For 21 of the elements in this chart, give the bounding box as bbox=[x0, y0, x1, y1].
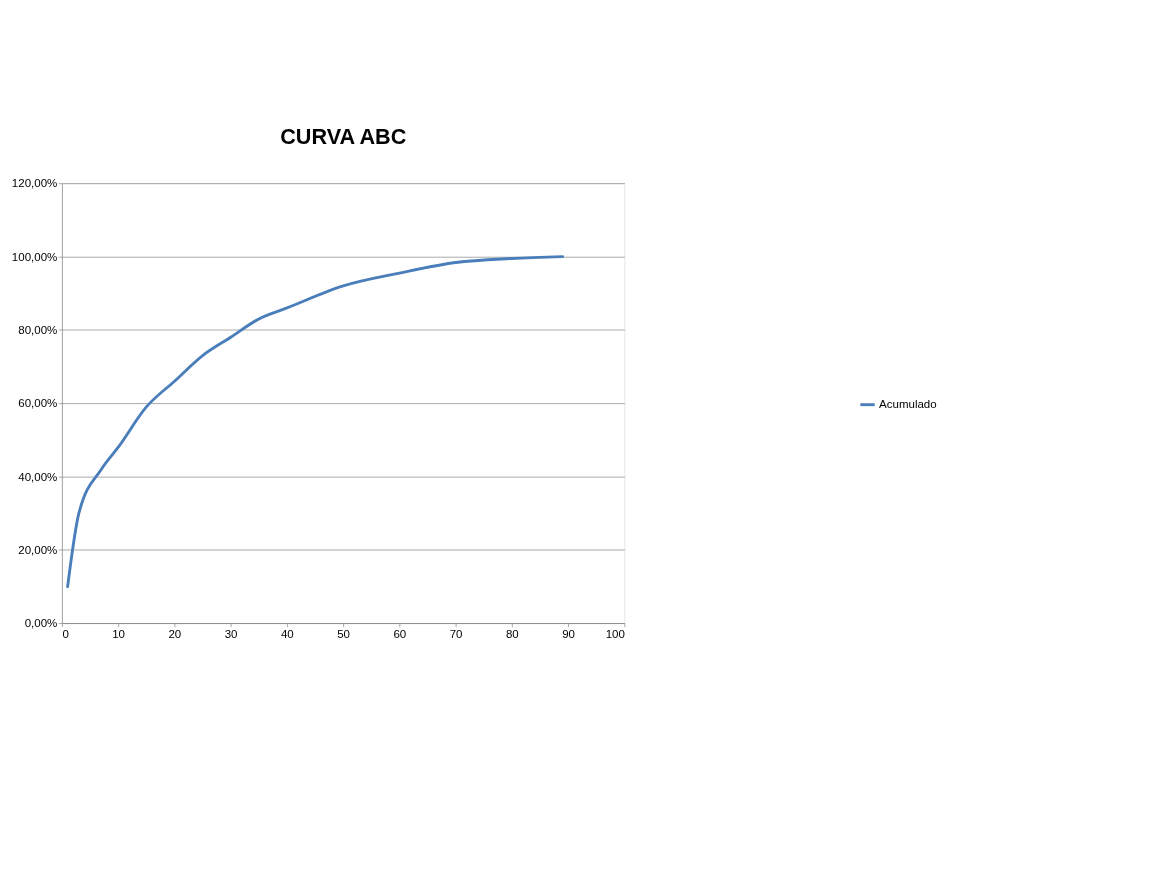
x-tick-label: 50 bbox=[337, 627, 351, 640]
y-tick-label: 0,00% bbox=[24, 617, 58, 630]
x-tick-label: 0 bbox=[62, 627, 69, 640]
x-tick-label: 60 bbox=[393, 627, 407, 640]
x-tick-label: 30 bbox=[224, 627, 238, 640]
y-tick-label: 100,00% bbox=[11, 250, 58, 263]
y-tick-label: 20,00% bbox=[18, 543, 58, 556]
y-tick-label: 60,00% bbox=[18, 397, 58, 410]
x-tick-label: 80 bbox=[505, 627, 519, 640]
x-tick-label: 70 bbox=[449, 627, 463, 640]
x-tick-label: 10 bbox=[112, 627, 126, 640]
legend-label: Acumulado bbox=[879, 398, 937, 411]
x-tick-label: 20 bbox=[168, 627, 182, 640]
x-tick-label: 90 bbox=[562, 627, 576, 640]
y-tick-label: 40,00% bbox=[18, 470, 58, 483]
line-series bbox=[66, 255, 565, 588]
y-tick-label: 80,00% bbox=[18, 323, 58, 336]
chart-title: CURVA ABC bbox=[280, 124, 407, 150]
x-tick-label: 100 bbox=[605, 627, 625, 640]
y-tick-label: 120,00% bbox=[11, 177, 58, 190]
x-tick-label: 40 bbox=[280, 627, 294, 640]
